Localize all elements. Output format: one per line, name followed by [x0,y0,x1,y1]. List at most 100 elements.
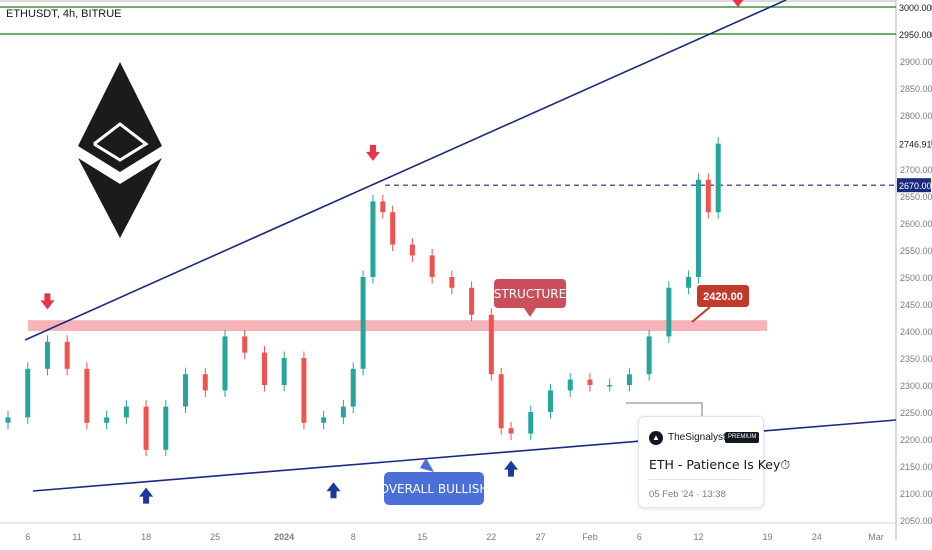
candle-15 [301,358,307,423]
x-tick-6: 15 [417,532,427,542]
candle-13 [261,352,267,385]
candle-0 [5,417,11,423]
candle-2 [44,341,50,369]
candle-32 [567,379,573,391]
arrow-down-1 [365,144,380,161]
candle-9 [183,374,189,407]
candle-18 [350,368,356,407]
candle-36 [646,336,652,375]
candle-41 [715,143,721,213]
price-label-pointer [691,306,711,323]
tag-3000-bg [897,0,931,14]
arrow-up-0 [139,487,154,504]
candle-17 [340,406,346,418]
y-tick-2300: 2300.00 [900,381,932,391]
x-tick-13: 24 [812,532,822,542]
divider [649,479,753,480]
timestamp: 05 Feb '24 · 13:38 [649,489,726,500]
candle-22 [390,212,396,245]
candle-29 [508,428,514,434]
arrow-up-2 [504,460,519,477]
overall-bullish-label: OVERALL BULLISH [380,482,489,496]
overall-label-bg [384,472,484,505]
candle-31 [548,390,553,412]
price-label-bg [697,285,749,307]
tag-last-price: 2746.91 [899,140,932,150]
card-connector [626,402,703,416]
y-tick-2400: 2400.00 [900,327,932,337]
candle-24 [429,255,435,277]
idea-card[interactable]: ▲ TheSignalyst PREMIUM ETH - Patience Is… [638,416,790,508]
candle-25 [449,277,455,288]
symbol-title: ETHUSDT, 4h, BITRUE [6,8,122,20]
tag-3000: 3000.00 [899,3,932,13]
eth-logo-upper [78,62,162,172]
idea-title[interactable]: ETH - Patience Is Key⏱ [649,457,791,472]
y-tick-2500: 2500.00 [900,273,932,283]
candle-38 [686,277,692,288]
y-tick-2050: 2050.00 [900,516,932,526]
x-tick-9: Feb [582,532,598,542]
y-tick-2650: 2650.00 [900,192,932,202]
candle-28 [498,374,504,429]
x-tick-14: Mar [868,532,884,542]
candle-14 [281,358,287,385]
x-tick-7: 22 [486,532,496,542]
x-tick-5: 8 [351,532,356,542]
candle-19 [360,277,366,369]
arrow-down-0 [40,293,55,310]
candle-23 [409,244,415,256]
price-label-2420: 2420.00 [703,291,743,303]
x-tick-0: 6 [25,532,30,542]
candle-5 [104,417,110,423]
y-tick-2150: 2150.00 [900,462,932,472]
candle-12 [242,336,248,353]
x-tick-12: 19 [762,532,772,542]
candle-33 [587,379,593,385]
tag-2670: 2670.00 [899,181,932,191]
y-tick-2850: 2850.00 [900,84,932,94]
structure-label: STRUCTURE [494,287,566,301]
eth-logo-lower [78,158,162,238]
eth-logo-facet [93,122,149,162]
candle-21 [380,201,386,213]
candle-1 [25,368,31,418]
structure-label-bg [494,279,566,308]
x-tick-4: 2024 [274,532,294,542]
x-tick-2: 18 [141,532,151,542]
y-tick-2200: 2200.00 [900,435,932,445]
x-tick-3: 25 [210,532,220,542]
structure-label-pointer [524,308,536,317]
upper-trendline [24,0,787,341]
candle-4 [84,368,90,423]
candle-3 [64,341,70,369]
candle-35 [626,374,632,385]
eth-logo-chevron [95,162,145,182]
y-tick-2800: 2800.00 [900,111,932,121]
author-name[interactable]: TheSignalyst [668,432,726,443]
y-tick-2450: 2450.00 [900,300,932,310]
candle-11 [222,336,228,391]
avatar: ▲ [649,431,663,445]
candle-16 [321,417,327,423]
y-tick-2700: 2700.00 [900,165,932,175]
x-tick-1: 11 [72,532,81,542]
tag-2950: 2950.00 [899,30,932,40]
x-tick-10: 6 [637,532,642,542]
tag-last-price-bg [897,136,931,151]
ethereum-logo [78,62,162,238]
y-tick-2900: 2900.00 [900,57,932,67]
candle-27 [488,314,494,375]
tag-2670-bg [897,178,931,193]
candle-20 [370,201,376,277]
y-tick-2600: 2600.00 [900,219,932,229]
y-tick-2550: 2550.00 [900,246,932,256]
candle-40 [705,179,711,213]
overall-label-pointer [420,458,434,472]
candle-34 [607,385,613,387]
candle-7 [143,406,149,450]
candle-8 [163,406,169,450]
candle-37 [666,287,672,337]
arrow-down-2 [732,0,744,7]
